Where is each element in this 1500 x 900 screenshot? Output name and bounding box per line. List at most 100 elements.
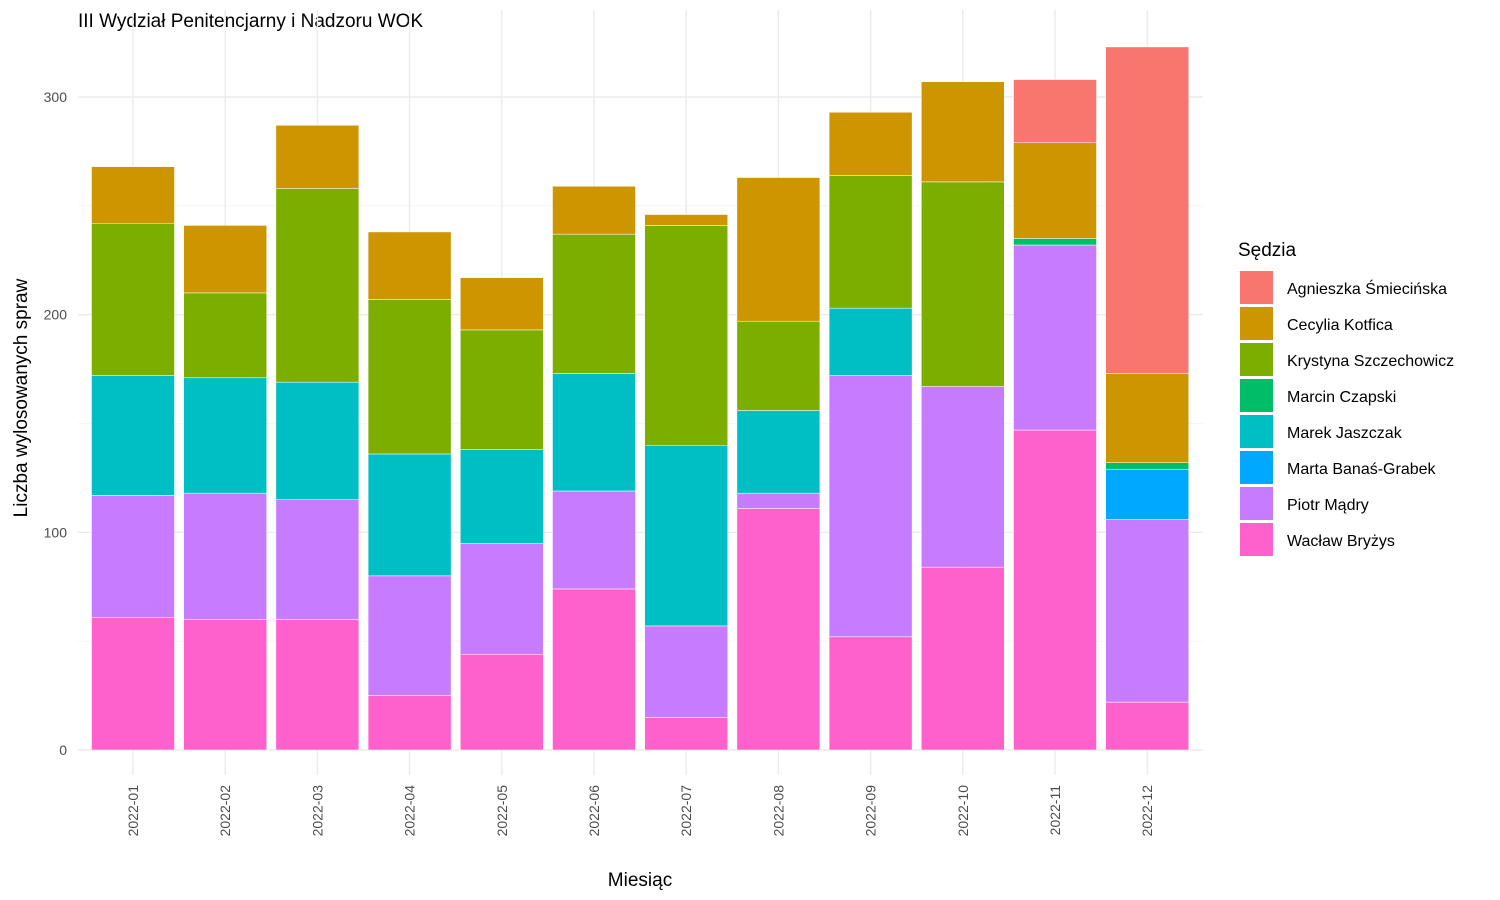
bar-segment (921, 566, 1005, 751)
bar-segment (183, 225, 267, 294)
legend-items: Agnieszka Śmiecińska Cecylia Kotfica Kryst… (1240, 271, 1454, 556)
x-tick-label: 2022-05 (494, 785, 510, 837)
bar-segment (1105, 701, 1189, 751)
bar-segment (275, 125, 360, 189)
bar-segment (183, 619, 267, 751)
bar-segment (736, 177, 821, 322)
bar-segment (91, 495, 175, 618)
legend-label: Marcin Czapski (1287, 389, 1396, 406)
bar-segment (736, 410, 821, 494)
legend-label: Wacław Bryżys (1287, 533, 1395, 550)
bar-segment (460, 449, 544, 544)
x-tick-label: 2022-12 (1139, 785, 1155, 837)
bar-segment (183, 377, 267, 494)
bar-segment (828, 375, 913, 638)
bar-segment (91, 375, 175, 496)
bar-segment (1105, 373, 1189, 463)
x-tick-label: 2022-03 (309, 785, 325, 837)
bar-segment (183, 492, 267, 620)
bar-segment (91, 166, 175, 224)
x-tick-label: 2022-09 (863, 785, 879, 837)
bar-segment (1013, 142, 1097, 239)
bar-segment (552, 490, 636, 590)
y-tick-label: 100 (44, 524, 68, 540)
bar-segment (460, 653, 544, 751)
y-axis-title: Liczba wylosowanych spraw (11, 278, 32, 517)
bar-segment (91, 222, 175, 376)
bar-segment (644, 214, 728, 226)
legend: Sędzia Agnieszka Śmiecińska Cecylia Kotfi… (1238, 240, 1454, 556)
bar-segment (828, 636, 913, 751)
x-tick-label: 2022-04 (402, 785, 418, 837)
bar-segment (921, 181, 1005, 387)
bar-segment (552, 373, 636, 492)
x-tick-label: 2022-07 (678, 785, 694, 837)
bar-segment (1105, 519, 1189, 703)
bars (91, 46, 1189, 751)
bar-segment (367, 299, 452, 455)
bar-segment (275, 619, 360, 751)
x-axis-title: Miesiąc (608, 870, 672, 891)
bar-segment (736, 320, 821, 411)
bar-segment (644, 625, 728, 718)
bar-segment (644, 445, 728, 627)
bar-segment (1105, 46, 1189, 374)
x-tick-label: 2022-10 (955, 785, 971, 837)
legend-label: Cecylia Kotfica (1287, 317, 1393, 334)
legend-key (1240, 415, 1273, 448)
bar-segment (460, 277, 544, 331)
bar-segment (367, 453, 452, 577)
y-axis-tick-labels: 0 100 200 300 (44, 89, 68, 758)
legend-label: Piotr Mądry (1287, 497, 1369, 514)
plot-panel (78, 10, 1203, 775)
x-tick-label: 2022-02 (217, 785, 233, 837)
legend-key (1240, 307, 1273, 340)
x-tick-label: 2022-11 (1047, 785, 1063, 836)
bar-segment (275, 499, 360, 620)
bar-segment (1105, 468, 1189, 520)
chart-title: III Wydział Penitencjarny i Nadzoru WOK (78, 11, 423, 32)
bar-segment (1013, 238, 1097, 246)
legend-key (1240, 271, 1273, 304)
y-tick-label: 0 (59, 742, 67, 758)
legend-label: Agnieszka Śmiecińska (1287, 279, 1447, 298)
bar-segment (1013, 429, 1097, 751)
bar-segment (552, 233, 636, 374)
bar-segment (367, 695, 452, 751)
bar-segment (644, 225, 728, 446)
bar-segment (736, 492, 821, 509)
bar-segment (644, 717, 728, 751)
legend-label: Krystyna Szczechowicz (1287, 353, 1454, 370)
legend-key (1240, 343, 1273, 376)
bar-segment (552, 588, 636, 751)
bar-segment (275, 188, 360, 383)
bar-segment (1013, 79, 1097, 143)
x-tick-label: 2022-08 (770, 785, 786, 837)
legend-label: Marta Banaś-Grabek (1287, 461, 1437, 478)
bar-segment (460, 329, 544, 450)
legend-key (1240, 487, 1273, 520)
y-tick-label: 300 (44, 89, 68, 105)
legend-key (1240, 523, 1273, 556)
bar-segment (552, 185, 636, 235)
legend-label: Marek Jaszczak (1287, 425, 1403, 442)
x-axis-tick-labels: 2022-01 2022-02 2022-03 2022-04 2022-05 2022-… (125, 785, 1155, 837)
bar-segment (828, 307, 913, 376)
x-tick-label: 2022-06 (586, 785, 602, 837)
bar-segment (91, 616, 175, 751)
bar-segment (921, 81, 1005, 183)
bar-segment (1105, 462, 1189, 470)
bar-segment (828, 111, 913, 176)
y-tick-label: 200 (44, 307, 68, 323)
bar-segment (460, 542, 544, 655)
x-tick-label: 2022-01 (125, 785, 141, 837)
bar-segment (367, 575, 452, 696)
bar-segment (921, 386, 1005, 568)
bar-segment (828, 175, 913, 309)
legend-title: Sędzia (1238, 240, 1297, 261)
bar-segment (275, 381, 360, 500)
bar-segment (1013, 244, 1097, 431)
bar-segment (183, 292, 267, 379)
bar-segment (736, 508, 821, 751)
